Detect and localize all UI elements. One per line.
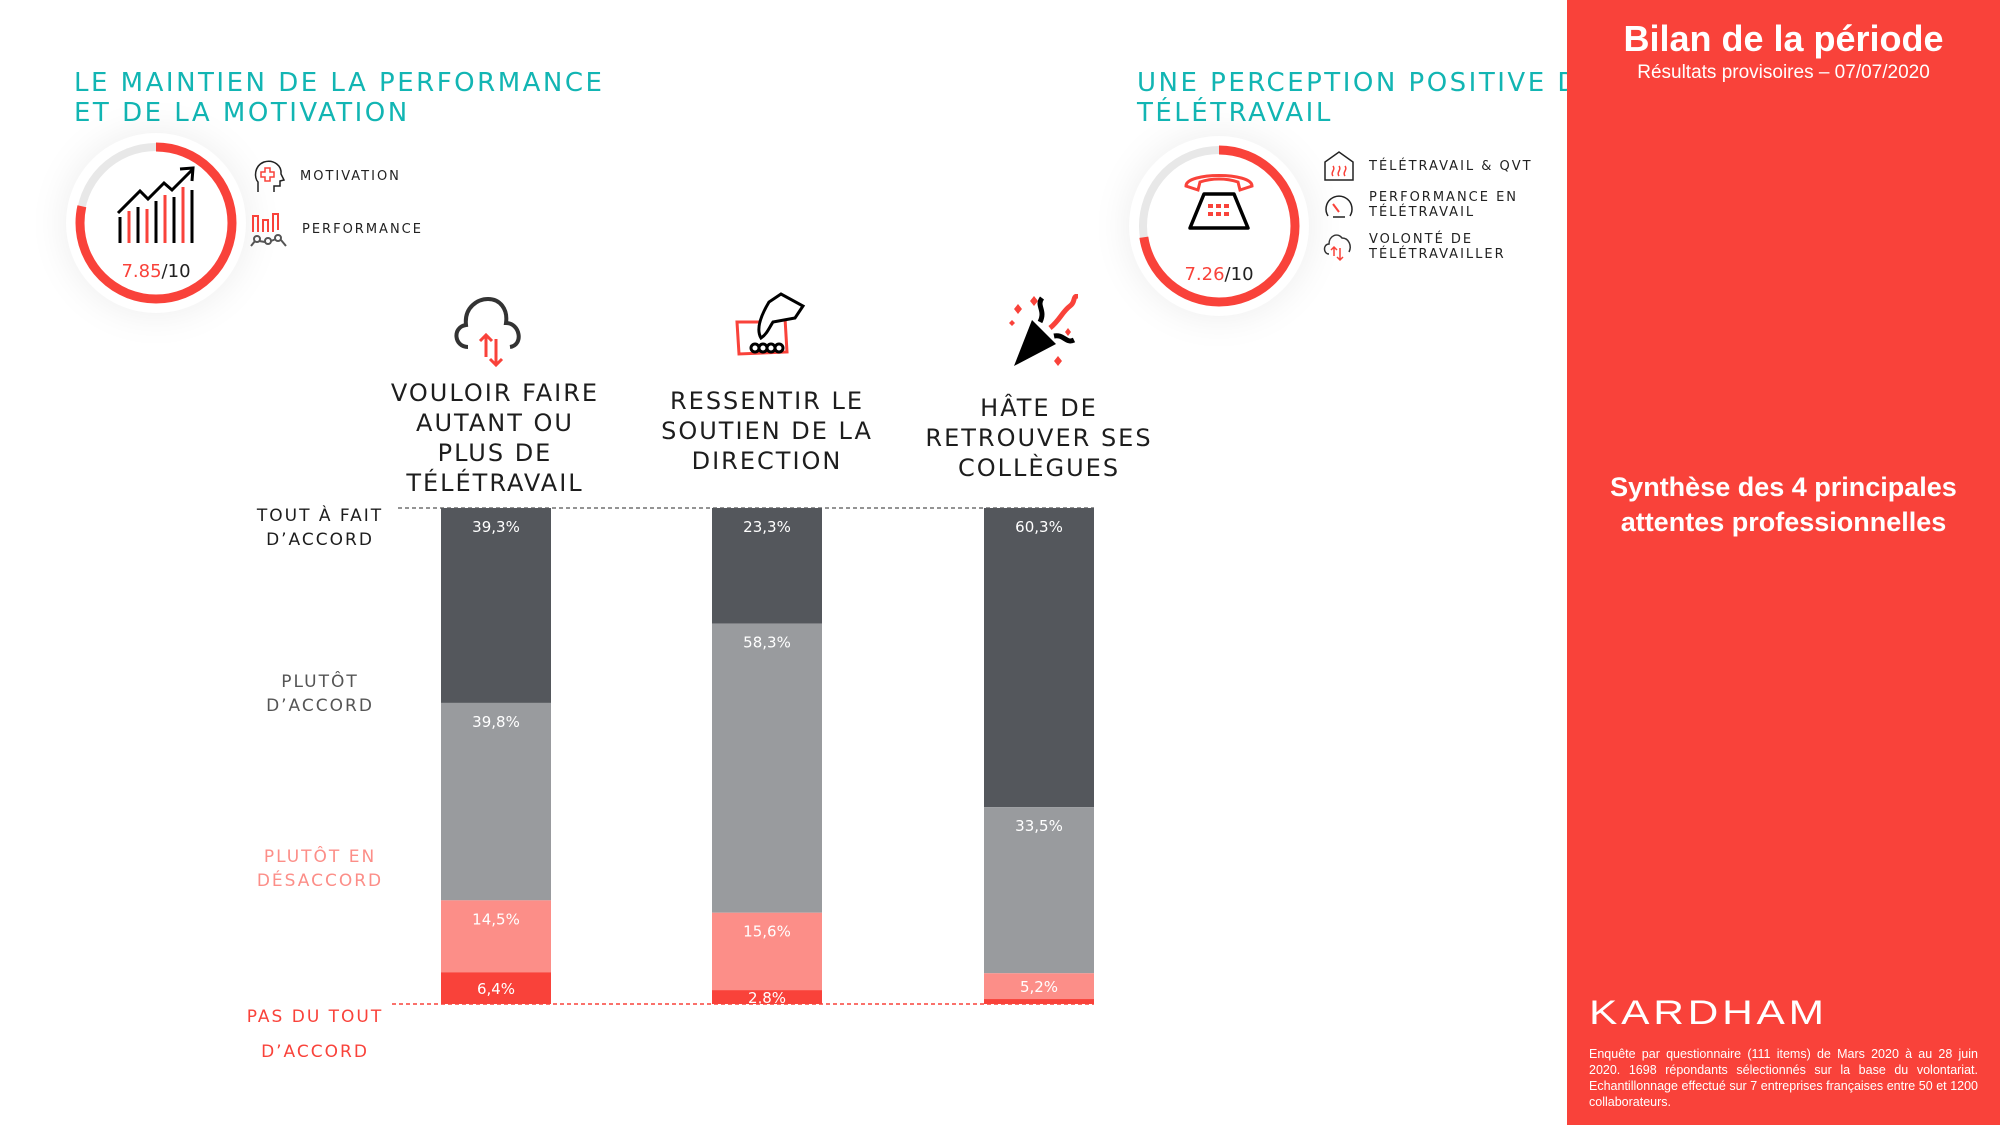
kardham-logo: KARDHAM xyxy=(1589,994,1828,1032)
footnote: Enquête par questionnaire (111 items) de… xyxy=(1589,1047,1978,1109)
bar-value-label: 2,8% xyxy=(748,989,786,1007)
legend-line: TÉLÉTRAVAIL xyxy=(1369,205,1476,220)
title-line: PLUS DE xyxy=(437,439,553,467)
bar-value-label: 23,3% xyxy=(743,518,791,536)
legend-line: VOLONTÉ DE xyxy=(1369,232,1474,247)
row-label-tout-a-fait: TOUT À FAIT D’ACCORD xyxy=(220,504,420,552)
cloud-sync-icon xyxy=(1323,234,1351,262)
bar-value-label: 60,3% xyxy=(1015,518,1063,536)
row-label-pas-du-tout: PAS DU TOUT D’ACCORD xyxy=(215,1000,415,1070)
teletravail-gauge: 7.26/10 xyxy=(1129,136,1309,316)
title-line: UNE PERCEPTION POSITIVE DU xyxy=(1137,68,1602,98)
legend-line: TÉLÉTRAVAILLER xyxy=(1369,247,1506,262)
legend-teletravail-qvt: TÉLÉTRAVAIL & QVT xyxy=(1323,150,1533,182)
bar-segment xyxy=(712,912,822,991)
handshake-icon xyxy=(735,292,806,356)
label-line: PAS DU TOUT xyxy=(246,1007,384,1027)
panel-headline: Synthèse des 4 principales attentes profe… xyxy=(1567,470,2000,540)
legend-performance: PERFORMANCE xyxy=(250,210,423,248)
speedometer-icon xyxy=(1325,195,1353,218)
bar-value-label: 6,4% xyxy=(477,980,515,998)
bar-segment xyxy=(984,807,1094,974)
bar-value-label: 39,3% xyxy=(472,518,520,536)
party-popper-icon xyxy=(1009,294,1079,366)
label-line: D’ACCORD xyxy=(266,530,374,550)
legend-performance-teletravail: PERFORMANCE EN TÉLÉTRAVAIL xyxy=(1323,190,1518,220)
legend-volonte: VOLONTÉ DE TÉLÉTRAVAILLER xyxy=(1321,230,1506,264)
bar-value-label: 33,5% xyxy=(1015,817,1063,835)
title-line: TÉLÉTRAVAIL xyxy=(406,469,584,497)
headline-line: attentes professionnelles xyxy=(1620,507,1947,537)
panel-title: Bilan de la période xyxy=(1623,18,1944,59)
bar-segment xyxy=(441,972,551,1004)
stacked-bar-chart: 39,3% 39,8% 14,5% 6,4% 23,3% 58,3% 15,6% 2,8% 60… xyxy=(392,507,1094,1007)
legend-label: PERFORMANCE EN TÉLÉTRAVAIL xyxy=(1369,190,1518,220)
score-value: 7.26 xyxy=(1184,264,1225,285)
bar-segment xyxy=(984,508,1094,808)
label-line: PLUTÔT xyxy=(281,672,359,692)
telephone-icon xyxy=(1184,174,1254,230)
label-line: TOUT À FAIT xyxy=(256,506,384,526)
legend-label: PERFORMANCE xyxy=(302,221,423,237)
legend-line: PERFORMANCE EN xyxy=(1369,190,1519,205)
growth-chart-icon xyxy=(116,166,195,243)
label-line: D’ACCORD xyxy=(266,696,374,716)
bar-value-label: 58,3% xyxy=(743,634,791,652)
right-section-title: UNE PERCEPTION POSITIVE DU TÉLÉTRAVAIL xyxy=(1137,68,1601,128)
bar-segment xyxy=(984,999,1094,1004)
column-title-soutien: RESSENTIR LE SOUTIEN DE LA DIRECTION xyxy=(647,386,887,476)
gauge-arc xyxy=(1138,145,1300,307)
legend-motivation: MOTIVATION xyxy=(252,158,401,194)
title-line: RESSENTIR LE xyxy=(669,387,864,415)
bar-value-label: 14,5% xyxy=(472,910,520,928)
row-label-plutot-accord: PLUTÔT D’ACCORD xyxy=(220,670,420,718)
head-medical-icon xyxy=(254,160,286,192)
summary-panel: Bilan de la période Résultats provisoire… xyxy=(1567,0,2000,1125)
motivation-score: 7.85/10 xyxy=(66,261,246,282)
bar-segment xyxy=(712,508,822,624)
motivation-gauge: 7.85/10 xyxy=(66,133,246,313)
teletravail-score: 7.26/10 xyxy=(1129,264,1309,285)
title-line: RETROUVER SES xyxy=(925,424,1153,452)
bar-segment xyxy=(712,990,822,1004)
title-line: COLLÈGUES xyxy=(957,454,1121,482)
title-line: SOUTIEN DE LA xyxy=(661,417,873,445)
title-line: AUTANT OU xyxy=(416,409,574,437)
left-section-title: LE MAINTIEN DE LA PERFORMANCE ET DE LA M… xyxy=(74,68,604,128)
bar-value-label: 39,8% xyxy=(472,713,520,731)
title-line: DIRECTION xyxy=(691,447,843,475)
label-line: PLUTÔT EN xyxy=(263,847,377,867)
bar-segment xyxy=(441,900,551,973)
label-line: DÉSACCORD xyxy=(256,871,384,891)
title-line: TÉLÉTRAVAIL xyxy=(1137,98,1333,128)
legend-label: MOTIVATION xyxy=(300,168,401,184)
column-title-teletravail: VOULOIR FAIRE AUTANT OU PLUS DE TÉLÉTRAVAIL xyxy=(375,378,615,498)
house-heat-icon xyxy=(1324,151,1354,181)
title-line: ET DE LA MOTIVATION xyxy=(74,98,410,128)
bar-segment xyxy=(441,508,551,703)
cloud-sync-icon xyxy=(454,296,521,368)
title-line: VOULOIR FAIRE xyxy=(390,379,600,407)
bar-segment xyxy=(984,973,1094,1000)
row-label-plutot-desaccord: PLUTÔT EN DÉSACCORD xyxy=(220,845,420,893)
gauge-arc xyxy=(75,142,237,304)
title-line: LE MAINTIEN DE LA PERFORMANCE xyxy=(74,68,605,98)
title-line: HÂTE DE xyxy=(980,394,1098,422)
headline-line: Synthèse des 4 principales xyxy=(1610,472,1957,502)
panel-subtitle: Résultats provisoires – 07/07/2020 xyxy=(1637,62,1930,83)
bar-segment xyxy=(441,702,551,901)
column-title-collegues: HÂTE DE RETROUVER SES COLLÈGUES xyxy=(919,393,1159,483)
label-line: D’ACCORD xyxy=(261,1042,369,1062)
score-value: 7.85 xyxy=(121,261,162,282)
bar-value-label: 5,2% xyxy=(1020,978,1058,996)
score-max: /10 xyxy=(161,261,191,282)
legend-label: VOLONTÉ DE TÉLÉTRAVAILLER xyxy=(1369,232,1506,262)
bar-segment xyxy=(712,623,822,913)
bar-value-label: 15,6% xyxy=(743,923,791,941)
legend-label: TÉLÉTRAVAIL & QVT xyxy=(1369,158,1533,174)
bar-chart-people-icon xyxy=(250,213,287,247)
score-max: /10 xyxy=(1224,264,1254,285)
